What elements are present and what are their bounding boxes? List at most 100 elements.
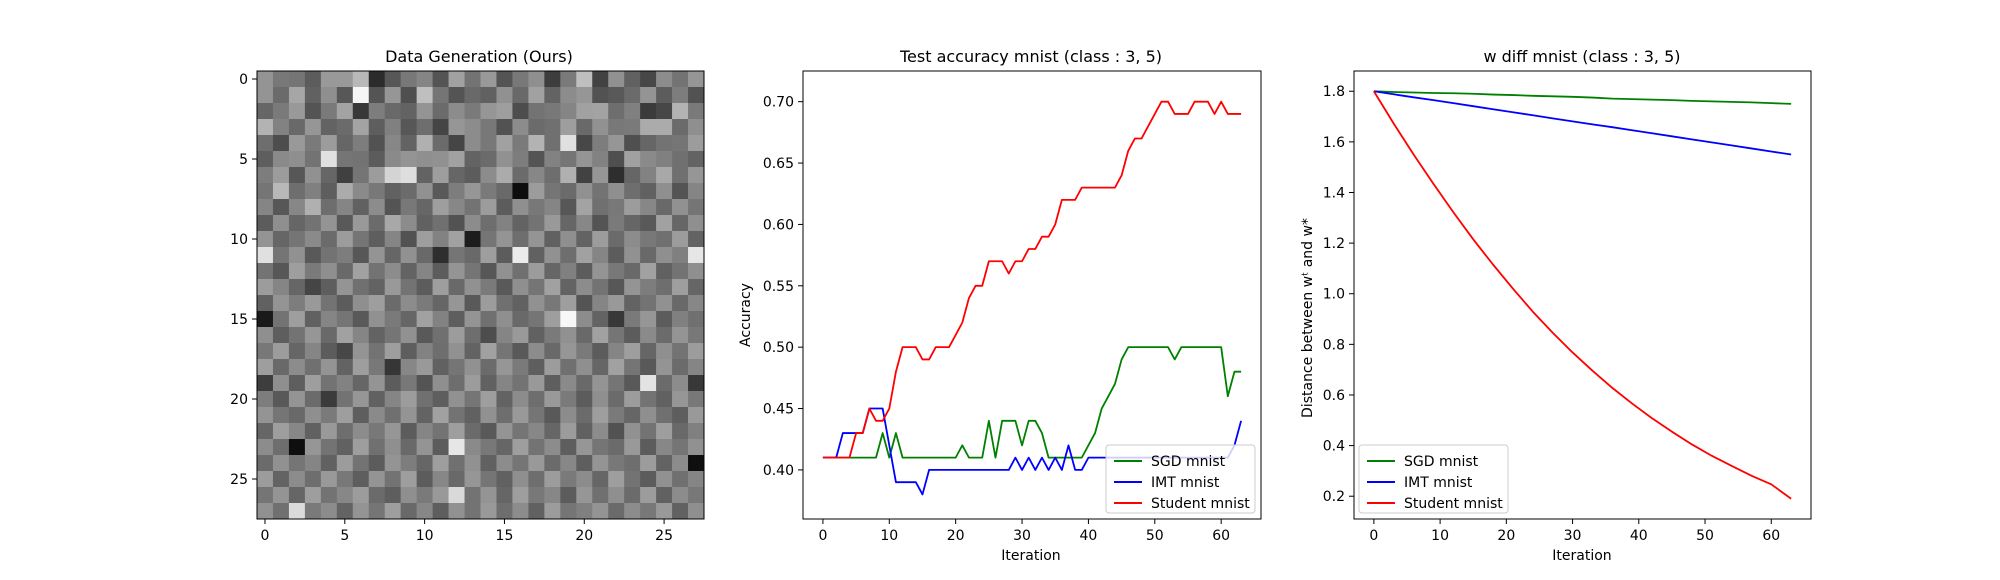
heatmap-cell [640, 263, 657, 280]
heatmap-cell [688, 199, 705, 216]
heatmap-cell [320, 503, 338, 520]
heatmap-cell [688, 439, 705, 456]
heatmap-cell [560, 135, 577, 152]
heatmap-cell [592, 199, 609, 216]
heatmap-cell [624, 311, 641, 328]
heatmap-cell [304, 231, 322, 248]
heatmap-cell [320, 455, 338, 472]
heatmap-cell [384, 503, 402, 520]
heatmap-cell [448, 487, 465, 504]
heatmap-cell [688, 359, 705, 376]
legend-box [1358, 444, 1509, 514]
heatmap-cell [448, 391, 465, 408]
heatmap-cell [288, 87, 306, 104]
heatmap-cell [416, 295, 433, 312]
heatmap-cell [528, 119, 545, 136]
heatmap-cell [400, 407, 417, 424]
heatmap-cell [560, 407, 577, 424]
heatmap-cell [480, 231, 497, 248]
heatmap-cell [672, 247, 689, 264]
heatmap-cell [608, 295, 625, 312]
heatmap-cell [688, 183, 705, 200]
wdiff-chart-panel: w diff mnist (class : 3, 5) Iteration Di… [1300, 47, 1812, 564]
heatmap-cell [496, 199, 513, 216]
heatmap-cell [400, 167, 417, 184]
heatmap-cell [544, 151, 561, 168]
heatmap-cell [257, 103, 274, 120]
heatmap-cell [320, 231, 338, 248]
heatmap-cell [624, 423, 641, 440]
heatmap-x-tick-label: 20 [575, 528, 593, 544]
heatmap-cell [257, 343, 274, 360]
accuracy-y-axis-label: Accuracy [738, 283, 754, 347]
heatmap-cell [272, 407, 290, 424]
heatmap-cell [608, 407, 625, 424]
heatmap-cell [368, 359, 386, 376]
heatmap-cell [352, 375, 370, 392]
heatmap-cell [672, 103, 689, 120]
heatmap-cell [640, 487, 657, 504]
heatmap-cell [672, 183, 689, 200]
heatmap-cell [512, 167, 529, 184]
heatmap-cell [304, 423, 322, 440]
heatmap-cell [448, 423, 465, 440]
heatmap-cell [544, 343, 561, 360]
heatmap-cell [432, 407, 449, 424]
heatmap-cell [640, 151, 657, 168]
heatmap-cell [624, 327, 641, 344]
x-tick-label: 40 [1630, 528, 1648, 544]
heatmap-cell [480, 151, 497, 168]
heatmap-cell [592, 327, 609, 344]
heatmap-cell [288, 343, 306, 360]
heatmap-cell [352, 423, 370, 440]
heatmap-cell [384, 135, 402, 152]
heatmap-cell [528, 199, 545, 216]
heatmap-cell [496, 295, 513, 312]
heatmap-cell [432, 375, 449, 392]
heatmap-cell [608, 359, 625, 376]
heatmap-cell [400, 487, 417, 504]
heatmap-cell [464, 407, 481, 424]
heatmap-cell [560, 311, 577, 328]
heatmap-cell [512, 487, 529, 504]
heatmap-cell [272, 247, 290, 264]
heatmap-cell [384, 71, 402, 88]
heatmap-cell [496, 503, 513, 520]
heatmap-cell [432, 215, 449, 232]
heatmap-cell [544, 423, 561, 440]
heatmap-cell [320, 167, 338, 184]
heatmap-cell [544, 183, 561, 200]
heatmap-cell [432, 311, 449, 328]
heatmap-cell [496, 311, 513, 328]
heatmap-cell [320, 295, 338, 312]
heatmap-cell [592, 119, 609, 136]
heatmap-cell [512, 231, 529, 248]
y-tick-label: 0.2 [1323, 489, 1345, 505]
heatmap-cell [257, 407, 274, 424]
heatmap-cell [624, 503, 641, 520]
heatmap-cell [512, 503, 529, 520]
heatmap-cell [368, 71, 386, 88]
heatmap-cell [336, 71, 354, 88]
heatmap-cell [480, 295, 497, 312]
heatmap-cell [464, 263, 481, 280]
heatmap-cell [336, 183, 354, 200]
heatmap-cell [464, 375, 481, 392]
heatmap-cell [624, 183, 641, 200]
heatmap-cell [257, 151, 274, 168]
heatmap-cell [384, 103, 402, 120]
heatmap-cell [272, 359, 290, 376]
heatmap-cell [592, 455, 609, 472]
heatmap-cell [592, 71, 609, 88]
heatmap-cell [288, 167, 306, 184]
legend-entry: SGD mnist [1151, 454, 1226, 470]
series-line [822, 346, 1242, 459]
heatmap-cell [448, 503, 465, 520]
heatmap-cell [640, 375, 657, 392]
heatmap-cell [272, 87, 290, 104]
heatmap-cell [368, 119, 386, 136]
heatmap-cell [640, 71, 657, 88]
heatmap-cell [257, 359, 274, 376]
heatmap-y-tick-label: 5 [239, 152, 248, 168]
heatmap-cell [336, 135, 354, 152]
